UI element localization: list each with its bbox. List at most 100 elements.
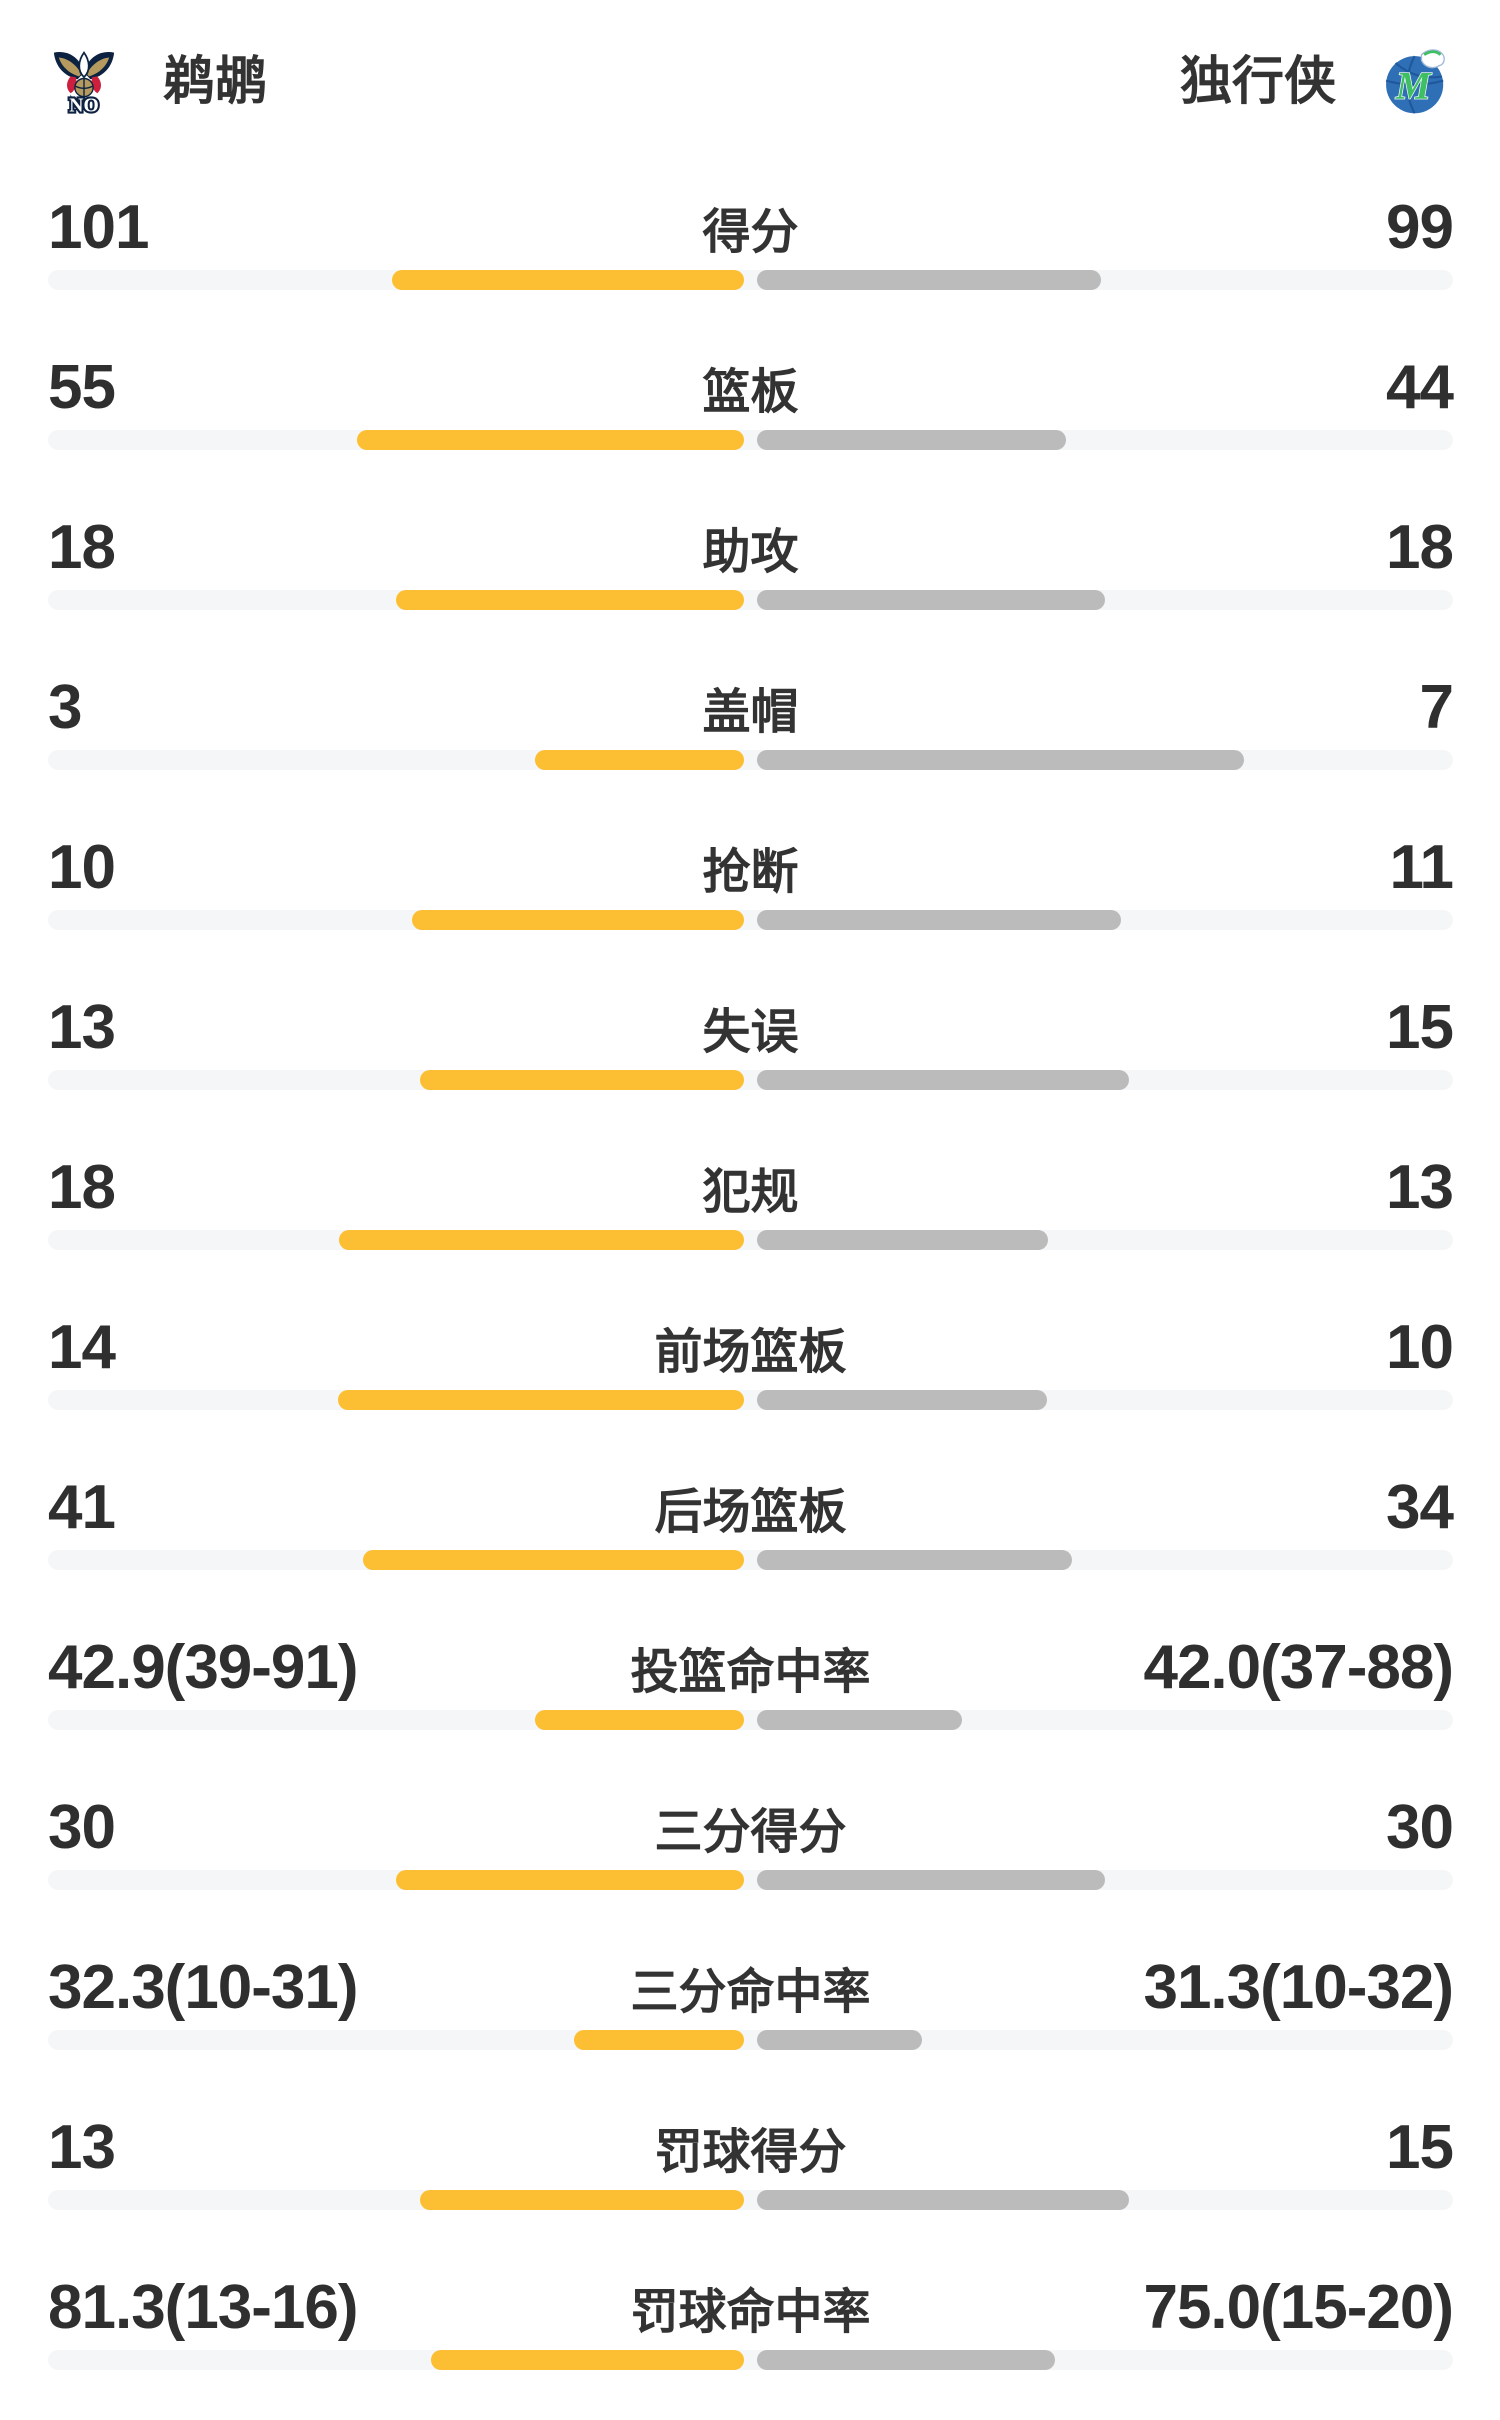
away-stat-bar (756, 1070, 1130, 1090)
home-stat-value: 30 (48, 1793, 116, 1862)
scoreboard-header: NO 鹈鹕 独行侠 M (0, 0, 1500, 180)
away-stat-bar (756, 430, 1066, 450)
away-stat-value: 11 (1389, 833, 1454, 902)
stat-row: 30 三分得分 30 (0, 1780, 1500, 1940)
away-stat-value: 42.0(37-88) (1143, 1633, 1454, 1702)
stat-values-line: 14 前场篮板 10 (48, 1312, 1454, 1383)
stat-row: 13 罚球得分 15 (0, 2100, 1500, 2260)
home-stat-value: 13 (48, 993, 116, 1062)
stat-row: 3 盖帽 7 (0, 660, 1500, 820)
away-stat-bar (756, 270, 1101, 290)
away-stat-value: 13 (1386, 1153, 1454, 1222)
stat-row: 32.3(10-31) 三分命中率 31.3(10-32) (0, 1940, 1500, 2100)
home-team-header: NO 鹈鹕 (49, 44, 267, 120)
stat-bar-track (48, 2350, 1453, 2370)
away-stat-value: 7 (1419, 673, 1454, 742)
stat-row: 55 篮板 44 (0, 340, 1500, 500)
stat-row: 41 后场篮板 34 (0, 1460, 1500, 1620)
home-stat-value: 55 (48, 353, 116, 422)
away-stat-value: 31.3(10-32) (1143, 1953, 1454, 2022)
stat-bar-track (48, 1070, 1453, 1090)
home-stat-bar (395, 590, 744, 610)
home-stat-bar (337, 1390, 744, 1410)
stat-values-line: 42.9(39-91) 投篮命中率 42.0(37-88) (48, 1632, 1454, 1703)
stat-label: 三分命中率 (630, 1966, 871, 2019)
away-stat-bar (756, 910, 1122, 930)
mavericks-logo-icon: M (1385, 49, 1445, 114)
stat-values-line: 13 罚球得分 15 (48, 2112, 1454, 2183)
stat-label: 抢断 (702, 846, 799, 899)
svg-text:NO: NO (69, 95, 98, 116)
away-stat-value: 15 (1386, 993, 1454, 1062)
stat-values-line: 3 盖帽 7 (48, 672, 1454, 743)
stat-row: 13 失误 15 (0, 980, 1500, 1140)
stat-values-line: 101 得分 99 (48, 192, 1454, 263)
away-stat-value: 10 (1386, 1313, 1454, 1382)
stat-bar-track (48, 1390, 1453, 1410)
stat-label: 失误 (702, 1006, 799, 1059)
home-stat-value: 81.3(13-16) (48, 2273, 359, 2342)
stat-label: 篮板 (702, 366, 799, 419)
stat-row: 101 得分 99 (0, 180, 1500, 340)
home-stat-value: 101 (48, 193, 149, 262)
stat-label: 投篮命中率 (630, 1646, 871, 1699)
stat-row: 10 抢断 11 (0, 820, 1500, 980)
stat-bar-track (48, 430, 1453, 450)
home-stat-bar (339, 1230, 744, 1250)
away-stat-bar (756, 1550, 1072, 1570)
home-stat-value: 18 (48, 1153, 116, 1222)
away-stat-bar (756, 1870, 1105, 1890)
stat-values-line: 41 后场篮板 34 (48, 1472, 1454, 1543)
away-stat-bar (756, 1390, 1047, 1410)
home-stat-value: 3 (48, 673, 82, 742)
home-stat-bar (420, 1070, 744, 1090)
home-stat-value: 14 (48, 1313, 116, 1382)
stat-values-line: 18 犯规 13 (48, 1152, 1454, 1223)
stat-bar-track (48, 750, 1453, 770)
home-stat-bar (412, 910, 744, 930)
home-stat-value: 13 (48, 2113, 116, 2182)
away-team-header: 独行侠 M (1180, 44, 1450, 120)
stat-row: 81.3(13-16) 罚球命中率 75.0(15-20) (0, 2260, 1500, 2420)
away-stat-bar (756, 2350, 1055, 2370)
home-stat-bar (534, 1710, 744, 1730)
stat-values-line: 81.3(13-16) 罚球命中率 75.0(15-20) (48, 2272, 1454, 2343)
stat-values-line: 13 失误 15 (48, 992, 1454, 1063)
away-stat-value: 15 (1386, 2113, 1454, 2182)
stat-values-line: 18 助攻 18 (48, 512, 1454, 583)
pelicans-logo-icon: NO (53, 51, 115, 117)
stat-label: 助攻 (702, 526, 799, 579)
stat-label: 得分 (702, 206, 799, 259)
stat-bar-track (48, 1870, 1453, 1890)
stat-bar-track (48, 1230, 1453, 1250)
stat-values-line: 55 篮板 44 (48, 352, 1454, 423)
away-stat-bar (756, 750, 1244, 770)
stat-values-line: 30 三分得分 30 (48, 1792, 1454, 1863)
stat-label: 前场篮板 (654, 1326, 847, 1379)
away-stat-value: 18 (1386, 513, 1454, 582)
stat-label: 罚球得分 (654, 2126, 847, 2179)
stat-row: 18 助攻 18 (0, 500, 1500, 660)
away-stat-bar (756, 2190, 1130, 2210)
stat-row: 42.9(39-91) 投篮命中率 42.0(37-88) (0, 1620, 1500, 1780)
away-stat-bar (756, 590, 1105, 610)
stat-bar-track (48, 1710, 1453, 1730)
stat-values-line: 32.3(10-31) 三分命中率 31.3(10-32) (48, 1952, 1454, 2023)
away-stat-value: 44 (1386, 353, 1454, 422)
stat-label: 三分得分 (654, 1806, 847, 1859)
stat-bar-track (48, 2030, 1453, 2050)
away-stat-value: 30 (1386, 1793, 1454, 1862)
home-stat-bar (431, 2350, 744, 2370)
stat-bar-track (48, 270, 1453, 290)
away-stat-value: 99 (1386, 193, 1454, 262)
stat-bar-track (48, 910, 1453, 930)
stat-label: 罚球命中率 (630, 2286, 871, 2339)
home-stat-bar (534, 750, 744, 770)
home-stat-value: 18 (48, 513, 116, 582)
away-stat-bar (756, 1230, 1049, 1250)
away-stat-value: 34 (1386, 1473, 1454, 1542)
stat-row: 14 前场篮板 10 (0, 1300, 1500, 1460)
away-team-name: 独行侠 (1179, 53, 1336, 111)
home-stat-bar (363, 1550, 744, 1570)
away-stat-bar (756, 1710, 963, 1730)
